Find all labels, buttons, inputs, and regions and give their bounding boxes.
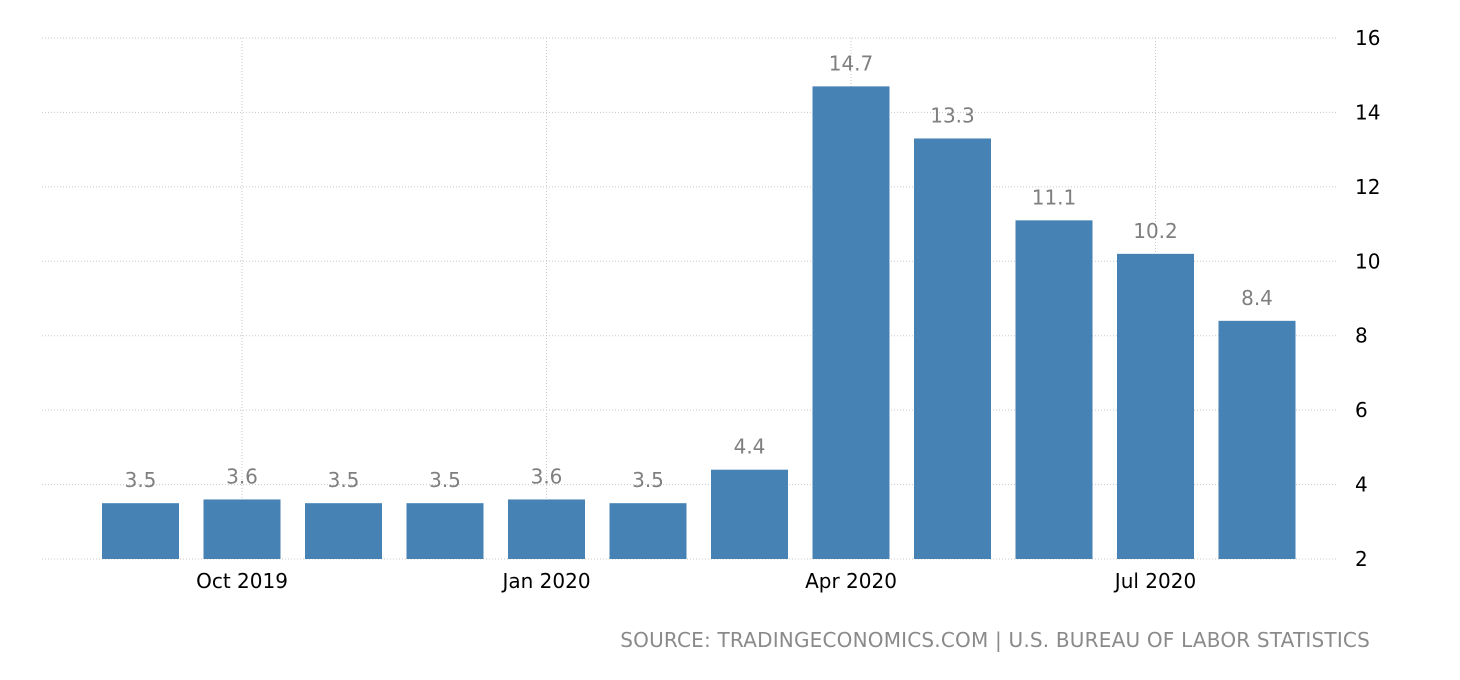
y-tick-label: 16: [1355, 26, 1380, 50]
x-axis: Oct 2019 Jan 2020 Apr 2020 Jul 2020: [196, 569, 1196, 593]
x-tick-label: Apr 2020: [805, 569, 897, 593]
data-label: 10.2: [1133, 219, 1178, 243]
data-label: 8.4: [1241, 286, 1273, 310]
bar: [508, 499, 585, 559]
data-label: 3.5: [125, 468, 157, 492]
bar: [305, 503, 382, 559]
x-tick-label: Jul 2020: [1113, 569, 1196, 593]
bar: [1218, 320, 1296, 559]
y-tick-label: 6: [1355, 398, 1368, 422]
y-tick-label: 10: [1355, 249, 1380, 273]
bar: [812, 86, 890, 559]
data-label: 3.5: [328, 468, 360, 492]
y-tick-label: 8: [1355, 324, 1368, 348]
source-caption: SOURCE: TRADINGECONOMICS.COM | U.S. BURE…: [620, 628, 1370, 652]
data-label: 3.6: [531, 464, 563, 488]
data-labels: 3.5 3.6 3.5 3.5 3.6 3.5 4.4 14.7 13.3 11.1 10.2 8.4: [125, 51, 1273, 492]
data-label: 3.5: [429, 468, 461, 492]
bar: [609, 503, 687, 559]
y-tick-label: 4: [1355, 473, 1368, 497]
data-label: 4.4: [734, 435, 766, 459]
y-tick-label: 2: [1355, 547, 1368, 571]
bar: [1015, 220, 1093, 559]
data-label: 14.7: [829, 51, 874, 75]
bars: [102, 86, 1296, 560]
bar: [711, 469, 788, 559]
bar: [406, 503, 484, 559]
y-axis: 2 4 6 8 10 12 14 16: [1355, 26, 1380, 571]
bar: [1117, 253, 1194, 560]
y-tick-label: 14: [1355, 100, 1380, 124]
bar: [102, 503, 179, 559]
x-tick-label: Jan 2020: [500, 569, 590, 593]
y-tick-label: 12: [1355, 175, 1380, 199]
data-label: 11.1: [1032, 185, 1077, 209]
data-label: 3.5: [632, 468, 664, 492]
bar: [203, 499, 281, 559]
x-tick-label: Oct 2019: [196, 569, 288, 593]
bar: [914, 138, 991, 559]
grid: [42, 37, 1338, 560]
data-label: 3.6: [226, 464, 258, 488]
data-label: 13.3: [930, 103, 975, 127]
